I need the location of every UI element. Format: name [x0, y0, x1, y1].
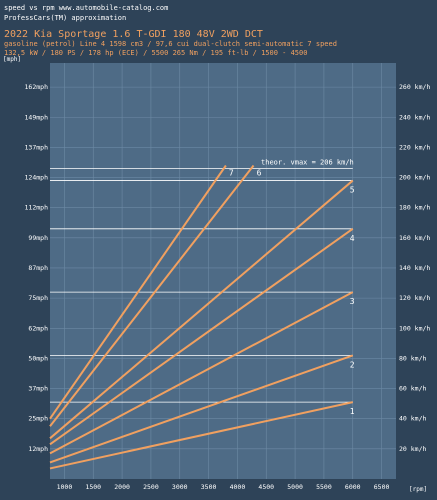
left-tick-label: 50mph	[28, 354, 48, 362]
x-axis-ticks: 1000 1500 2000 2500 3000 3500 4000 4500 5000 5500…	[57, 483, 390, 491]
x-tick-label: 6000	[345, 483, 361, 491]
vmax-label: theor. vmax = 206 km/h	[261, 159, 354, 167]
engine-specs-line: gasoline (petrol) Line 4 1598 cm3 / 97,6…	[4, 40, 337, 48]
right-tick-label: 180 km/h	[399, 204, 430, 212]
left-axis-ticks: 12mph 25mph 37mph 50mph 62mph 75mph 87mph 99mph…	[25, 83, 49, 453]
gear-3-line	[49, 291, 354, 455]
x-tick-label: 2500	[143, 483, 159, 491]
gear-3-label: 3	[350, 297, 355, 306]
x-tick-label: 1500	[85, 483, 101, 491]
left-tick-label: 162mph	[25, 83, 49, 91]
vmax-group: theor. vmax = 206 km/h	[50, 159, 354, 403]
grid-lines	[50, 63, 396, 479]
left-tick-label: 99mph	[28, 234, 48, 242]
header-approximation-line: ProfessCars(TM) approximation	[4, 14, 127, 22]
gear-2-line	[49, 354, 354, 464]
left-tick-label: 62mph	[28, 324, 48, 332]
gear-lines: 1 2 3 4 5 6 7	[49, 164, 355, 470]
right-tick-label: 200 km/h	[399, 174, 430, 182]
left-tick-label: 124mph	[25, 174, 49, 182]
left-tick-label: 75mph	[28, 294, 48, 302]
gear-2-label: 2	[350, 360, 355, 369]
x-axis-unit: [rpm]	[409, 486, 428, 493]
left-tick-label: 149mph	[25, 113, 49, 121]
x-tick-label: 3000	[172, 483, 188, 491]
right-tick-label: 40 km/h	[399, 415, 426, 423]
x-tick-label: 2000	[114, 483, 130, 491]
left-tick-label: 87mph	[28, 264, 48, 272]
x-tick-label: 5000	[287, 483, 303, 491]
right-tick-label: 120 km/h	[399, 294, 430, 302]
gear-6-line	[49, 164, 255, 427]
x-tick-label: 5500	[316, 483, 332, 491]
left-axis-unit: [mph]	[3, 56, 22, 63]
right-tick-label: 220 km/h	[399, 143, 430, 151]
power-specs-line: 132,5 kW / 180 PS / 178 hp (ECE) / 5500 …	[4, 49, 308, 57]
header-source-line: speed vs rpm www.automobile-catalog.com	[4, 4, 169, 12]
right-tick-label: 260 km/h	[399, 83, 430, 91]
right-tick-label: 20 km/h	[399, 445, 426, 453]
right-tick-label: 160 km/h	[399, 234, 430, 242]
right-tick-label: 60 km/h	[399, 385, 426, 393]
gear-7-label: 7	[229, 168, 234, 177]
left-tick-label: 37mph	[28, 385, 48, 393]
right-tick-label: 140 km/h	[399, 264, 430, 272]
plot-area	[50, 63, 396, 479]
gear-4-label: 4	[350, 234, 355, 243]
x-tick-label: 6500	[374, 483, 390, 491]
gear-7-line	[49, 164, 227, 420]
left-tick-label: 12mph	[28, 445, 48, 453]
right-axis-ticks: 20 km/h 40 km/h 60 km/h 80 km/h 100 km/h 120 …	[399, 83, 430, 453]
gear-1-label: 1	[350, 407, 355, 416]
left-tick-label: 25mph	[28, 415, 48, 423]
chart-title: 2022 Kia Sportage 1.6 T-GDI 180 48V 2WD …	[4, 29, 263, 40]
left-tick-label: 137mph	[25, 143, 49, 151]
gear-4-line	[49, 227, 354, 446]
gear-5-label: 5	[350, 186, 355, 195]
gear-1-line	[49, 401, 353, 470]
gear-5-line	[49, 179, 354, 440]
x-tick-label: 3500	[201, 483, 217, 491]
x-tick-label: 1000	[57, 483, 73, 491]
right-tick-label: 100 km/h	[399, 324, 430, 332]
x-tick-label: 4000	[230, 483, 246, 491]
right-tick-label: 80 km/h	[399, 354, 426, 362]
gear-6-label: 6	[257, 168, 262, 177]
x-tick-label: 4500	[258, 483, 274, 491]
left-tick-label: 112mph	[25, 204, 49, 212]
right-tick-label: 240 km/h	[399, 113, 430, 121]
